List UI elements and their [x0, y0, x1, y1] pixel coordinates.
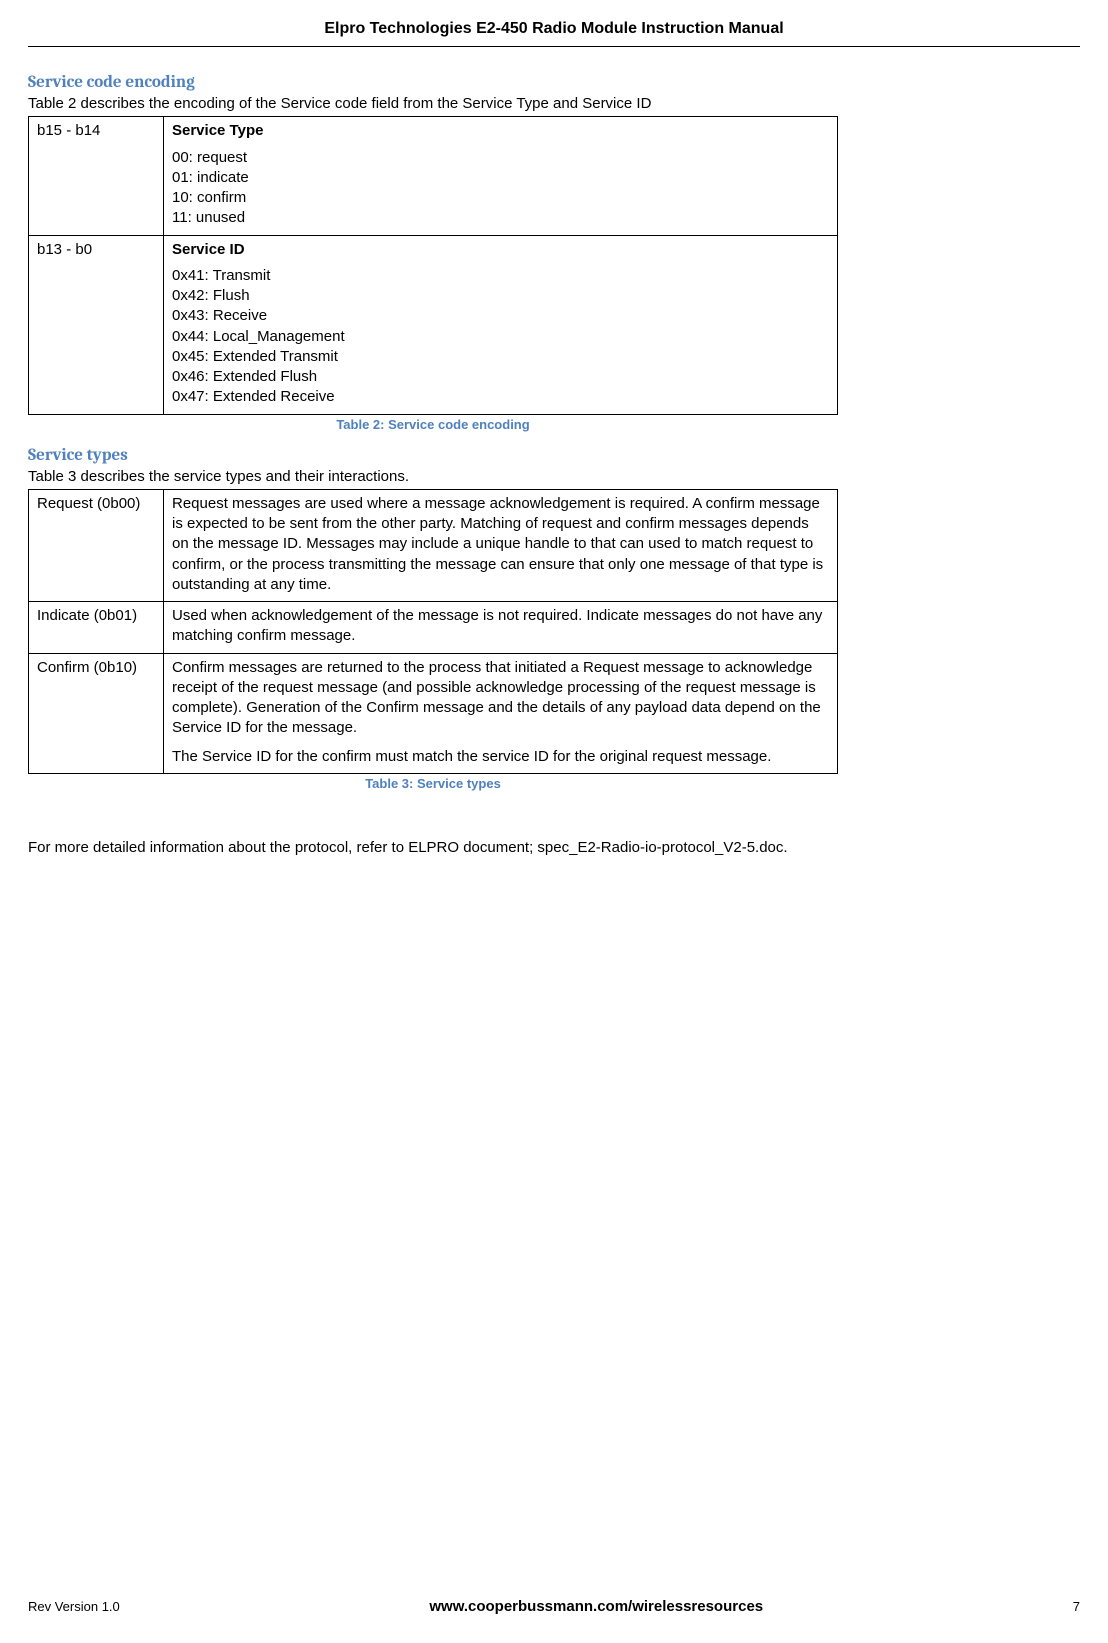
cell-description: Service ID 0x41: Transmit 0x42: Flush 0x… — [164, 235, 838, 414]
cell-title: Service ID — [172, 240, 829, 260]
page-content: Service code encoding Table 2 describes … — [0, 47, 1108, 856]
cell-description: Service Type 00: request 01: indicate 10… — [164, 117, 838, 235]
footer-revision: Rev Version 1.0 — [28, 1599, 120, 1614]
table-row: b15 - b14 Service Type 00: request 01: i… — [29, 117, 838, 235]
cell-line: 0x42: Flush — [172, 286, 829, 306]
cell-line: 0x46: Extended Flush — [172, 367, 829, 387]
table-row: Indicate (0b01) Used when acknowledgemen… — [29, 602, 838, 654]
table-row: Request (0b00) Request messages are used… — [29, 489, 838, 601]
table-service-code-encoding: b15 - b14 Service Type 00: request 01: i… — [28, 116, 838, 414]
more-info-text: For more detailed information about the … — [28, 839, 1080, 856]
table-row: Confirm (0b10) Confirm messages are retu… — [29, 653, 838, 773]
section2-intro: Table 3 describes the service types and … — [28, 467, 1080, 487]
cell-line: 00: request — [172, 148, 829, 168]
header-title: Elpro Technologies E2-450 Radio Module I… — [324, 20, 783, 37]
cell-bits: b15 - b14 — [29, 117, 164, 235]
cell-title: Service Type — [172, 121, 829, 141]
cell-paragraph: The Service ID for the confirm must matc… — [172, 747, 829, 767]
cell-line: 0x43: Receive — [172, 306, 829, 326]
section-heading-service-types: Service types — [28, 446, 1080, 465]
cell-line: 0x44: Local_Management — [172, 327, 829, 347]
table-service-types: Request (0b00) Request messages are used… — [28, 489, 838, 774]
cell-paragraph: Used when acknowledgement of the message… — [172, 606, 829, 647]
section-heading-service-code: Service code encoding — [28, 73, 1080, 92]
table-caption-3: Table 3: Service types — [28, 776, 838, 791]
table-row: b13 - b0 Service ID 0x41: Transmit 0x42:… — [29, 235, 838, 414]
cell-paragraph: Request messages are used where a messag… — [172, 494, 829, 595]
footer-page-number: 7 — [1073, 1599, 1080, 1614]
cell-line: 01: indicate — [172, 168, 829, 188]
footer-url: www.cooperbussmann.com/wirelessresources — [429, 1598, 763, 1615]
cell-line: 0x45: Extended Transmit — [172, 347, 829, 367]
cell-type: Confirm (0b10) — [29, 653, 164, 773]
cell-description: Request messages are used where a messag… — [164, 489, 838, 601]
cell-line: 0x47: Extended Receive — [172, 387, 829, 407]
cell-line: 0x41: Transmit — [172, 266, 829, 286]
cell-bits: b13 - b0 — [29, 235, 164, 414]
cell-description: Confirm messages are returned to the pro… — [164, 653, 838, 773]
cell-type: Request (0b00) — [29, 489, 164, 601]
section1-intro: Table 2 describes the encoding of the Se… — [28, 94, 1080, 114]
cell-description: Used when acknowledgement of the message… — [164, 602, 838, 654]
cell-line: 10: confirm — [172, 188, 829, 208]
table-caption-2: Table 2: Service code encoding — [28, 417, 838, 432]
cell-paragraph: Confirm messages are returned to the pro… — [172, 658, 829, 739]
cell-type: Indicate (0b01) — [29, 602, 164, 654]
cell-line: 11: unused — [172, 208, 829, 228]
page-footer: Rev Version 1.0 www.cooperbussmann.com/w… — [28, 1598, 1080, 1615]
page-header: Elpro Technologies E2-450 Radio Module I… — [28, 0, 1080, 47]
